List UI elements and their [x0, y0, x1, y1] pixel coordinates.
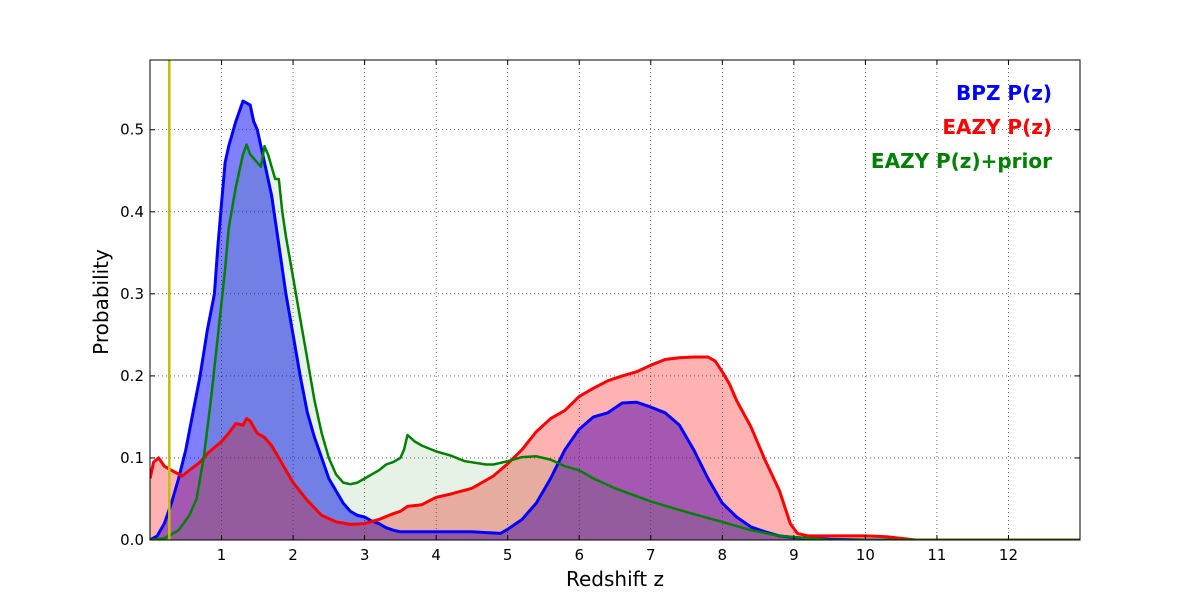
series-fill-1: [150, 357, 1080, 540]
y-axis-label: Probability: [89, 249, 113, 355]
legend: BPZ P(z) EAZY P(z) EAZY P(z)+prior: [871, 81, 1052, 173]
y-tick-label: 0.4: [120, 203, 144, 221]
x-tick-label: 5: [503, 546, 513, 564]
y-tick-label: 0.3: [120, 285, 144, 303]
series-fill-2: [150, 144, 1080, 540]
x-tick-label: 3: [360, 546, 370, 564]
x-tick-label: 1: [217, 546, 227, 564]
x-tick-label: 11: [927, 546, 946, 564]
axes-border: [149, 59, 1081, 541]
series-line-1: [150, 355, 1080, 540]
series-line-2: [150, 143, 1080, 540]
x-tick-label: 2: [288, 546, 298, 564]
x-tick-label: 6: [574, 546, 584, 564]
x-tick-label: 12: [999, 546, 1018, 564]
x-tick-label: 10: [856, 546, 875, 564]
x-tick-label: 4: [431, 546, 441, 564]
series-group: [150, 60, 1080, 540]
x-axis-label: Redshift z: [566, 567, 664, 591]
x-tick-label: 9: [789, 546, 799, 564]
y-tick-label: 0.2: [120, 367, 144, 385]
y-tick-label: 0.5: [120, 121, 144, 139]
series-line-0: [150, 99, 1080, 540]
x-tick-label: 8: [718, 546, 728, 564]
legend-entry-1: EAZY P(z): [942, 115, 1052, 139]
y-tick-label: 0.0: [120, 531, 144, 549]
y-tick-label: 0.1: [120, 449, 144, 467]
x-tick-label: 7: [646, 546, 656, 564]
legend-entry-2: EAZY P(z)+prior: [871, 149, 1052, 173]
grid-lines: [150, 60, 1080, 540]
series-fill-0: [150, 101, 1080, 540]
legend-entry-0: BPZ P(z): [956, 81, 1052, 105]
axis-ticks: 1 2 3 4 5 6 7 8 9 10 11 120.00.10.20.30.40.5: [120, 60, 1080, 564]
axes-frame: [149, 59, 1081, 541]
